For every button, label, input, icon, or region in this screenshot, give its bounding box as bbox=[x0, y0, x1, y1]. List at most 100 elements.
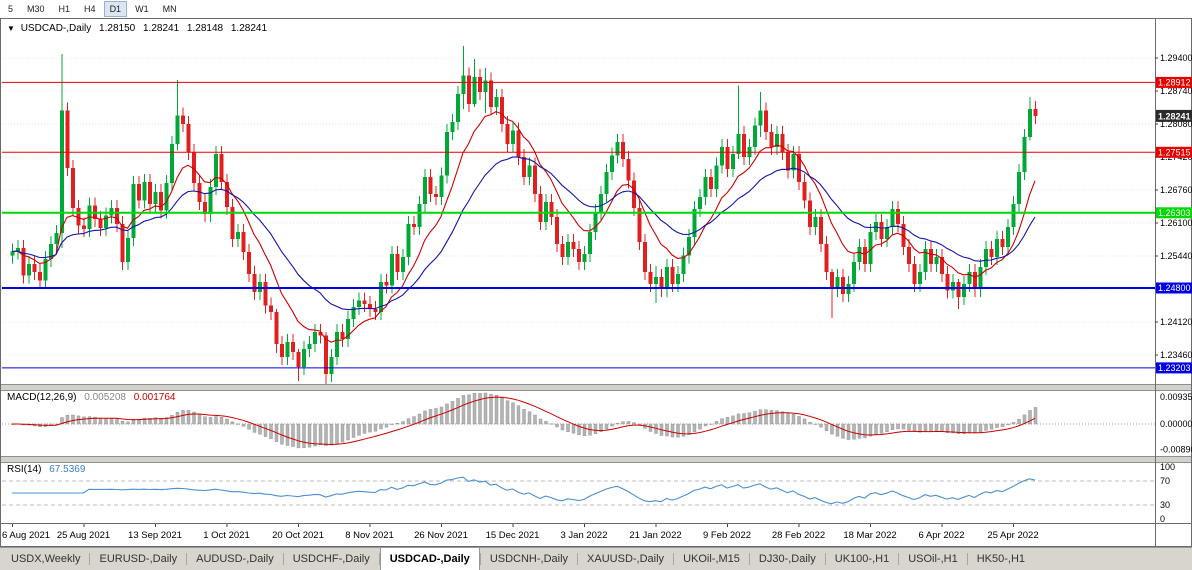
svg-text:6 Aug 2021: 6 Aug 2021 bbox=[2, 530, 50, 541]
chart-frame bbox=[0, 18, 1192, 547]
collapse-marker-icon[interactable]: ▼ bbox=[7, 24, 15, 33]
candle-body bbox=[472, 77, 477, 104]
macd-indicator-label: MACD(12,26,9) 0.005208 0.001764 bbox=[7, 392, 175, 403]
chart-tab-hk50-h1[interactable]: HK50-,H1 bbox=[976, 553, 1025, 565]
candle-body bbox=[241, 232, 246, 252]
candle-body bbox=[395, 254, 400, 272]
candle-body bbox=[27, 264, 31, 276]
candle-body bbox=[703, 177, 708, 197]
candle-body bbox=[164, 183, 169, 211]
candle-body bbox=[615, 142, 620, 156]
price-axis[interactable]: 1.294001.287401.280801.274201.267601.261… bbox=[1155, 53, 1192, 360]
candle-body bbox=[390, 254, 394, 286]
chart-tab-xauusd-daily[interactable]: XAUUSD-,Daily bbox=[587, 553, 665, 565]
candle-body bbox=[857, 247, 862, 262]
candle-body bbox=[38, 272, 42, 281]
current-price-badge: 1.28241 bbox=[1156, 109, 1192, 122]
svg-text:70: 70 bbox=[1160, 476, 1170, 486]
candle-body bbox=[505, 124, 510, 144]
chart-tab-audusd-daily[interactable]: AUDUSD-,Daily bbox=[196, 553, 274, 565]
tab-separator bbox=[378, 553, 380, 565]
candle-body bbox=[709, 177, 713, 189]
chart-tab-eurusd-daily[interactable]: EURUSD-,Daily bbox=[99, 553, 178, 565]
candle-body bbox=[813, 217, 818, 227]
timeframe-button-5[interactable]: 5 bbox=[8, 4, 14, 14]
candle-body bbox=[318, 332, 323, 336]
candle-body bbox=[461, 75, 466, 94]
candle-body bbox=[291, 342, 295, 352]
timeframe-button-w1[interactable]: W1 bbox=[135, 4, 149, 14]
candle-body bbox=[758, 110, 763, 126]
macd-main-value: 0.005208 bbox=[84, 392, 126, 403]
svg-text:3 Jan 2022: 3 Jan 2022 bbox=[560, 530, 607, 541]
candle-body bbox=[412, 224, 416, 227]
candle-body bbox=[588, 232, 592, 254]
chart-tab-usdcad-daily[interactable]: USDCAD-,Daily bbox=[379, 548, 480, 570]
chart-tab-uk100-h1[interactable]: UK100-,H1 bbox=[834, 553, 890, 565]
candle-body bbox=[923, 249, 928, 272]
pane-separator[interactable] bbox=[0, 456, 1192, 463]
chart-tab-dj30-daily[interactable]: DJ30-,Daily bbox=[758, 553, 816, 565]
candle-body bbox=[131, 184, 136, 238]
level-price-badge: 1.28912 bbox=[1156, 76, 1192, 88]
candle-body bbox=[76, 208, 81, 226]
chart-tab-usoil-h1[interactable]: USOil-,H1 bbox=[908, 553, 958, 565]
svg-text:21 Jan 2022: 21 Jan 2022 bbox=[629, 530, 681, 541]
svg-text:1.26760: 1.26760 bbox=[1160, 185, 1192, 195]
candle-body bbox=[885, 227, 889, 239]
candle-body bbox=[780, 134, 785, 152]
tab-separator bbox=[748, 553, 750, 565]
candle-body bbox=[835, 277, 840, 289]
candle-body bbox=[945, 274, 950, 291]
svg-text:0.00000: 0.00000 bbox=[1160, 419, 1192, 429]
rsi-name: RSI(14) bbox=[7, 464, 42, 475]
candle-body bbox=[450, 122, 455, 132]
ma-slow-line bbox=[11, 156, 1036, 311]
candle-body bbox=[263, 282, 268, 306]
candle-body bbox=[148, 182, 152, 204]
chart-tab-ukoil-m15[interactable]: UKOil-,M15 bbox=[683, 553, 740, 565]
candle-body bbox=[329, 357, 334, 374]
candle-body bbox=[555, 217, 559, 244]
candle-body bbox=[533, 165, 537, 194]
candle-body bbox=[978, 267, 983, 289]
candle-body bbox=[109, 208, 114, 216]
candle-body bbox=[252, 274, 257, 292]
candle-body bbox=[10, 251, 15, 256]
candle-body bbox=[527, 165, 532, 177]
candle-body bbox=[175, 115, 180, 144]
candle-body bbox=[610, 155, 614, 172]
candle-body bbox=[340, 332, 345, 339]
candle-body bbox=[203, 202, 207, 214]
candle-body bbox=[32, 264, 37, 272]
svg-text:13 Sep 2021: 13 Sep 2021 bbox=[128, 530, 182, 541]
svg-text:1.28912: 1.28912 bbox=[1158, 77, 1191, 87]
candle-body bbox=[593, 212, 598, 232]
chart-canvas[interactable]: 1.294001.287401.280801.274201.267601.261… bbox=[0, 18, 1192, 547]
svg-text:1.27515: 1.27515 bbox=[1158, 147, 1191, 157]
chart-tab-usdx-weekly[interactable]: USDX,Weekly bbox=[11, 553, 81, 565]
candle-body bbox=[681, 255, 686, 274]
level-price-badge: 1.26303 bbox=[1156, 207, 1192, 219]
grid-layer bbox=[2, 57, 1155, 356]
candle-body bbox=[786, 152, 790, 171]
candle-body bbox=[868, 232, 873, 264]
chart-header: ▼ USDCAD-,Daily 1.28150 1.28241 1.28148 … bbox=[7, 23, 272, 34]
timeframe-button-mn[interactable]: MN bbox=[162, 4, 177, 14]
date-axis[interactable]: 6 Aug 2021 25 Aug 2021 13 Sep 2021 1 Oct 20… bbox=[2, 524, 1039, 541]
candle-body bbox=[648, 272, 653, 284]
timeframe-button-d1[interactable]: D1 bbox=[103, 1, 128, 17]
chart-tab-usdcnh-daily[interactable]: USDCNH-,Daily bbox=[489, 553, 569, 565]
timeframe-button-h1[interactable]: H1 bbox=[58, 4, 71, 14]
macd-signal-value: 0.001764 bbox=[133, 392, 176, 403]
candle-body bbox=[159, 192, 163, 211]
pane-separator[interactable] bbox=[0, 384, 1192, 391]
candle-body bbox=[49, 244, 53, 259]
chart-tab-usdchf-daily[interactable]: USDCHF-,Daily bbox=[292, 553, 370, 565]
candle-body bbox=[384, 282, 389, 286]
timeframe-button-m30[interactable]: M30 bbox=[27, 4, 45, 14]
candle-body bbox=[582, 254, 587, 262]
candle-body bbox=[192, 152, 196, 183]
candle-body bbox=[379, 282, 383, 312]
timeframe-button-h4[interactable]: H4 bbox=[84, 4, 96, 14]
